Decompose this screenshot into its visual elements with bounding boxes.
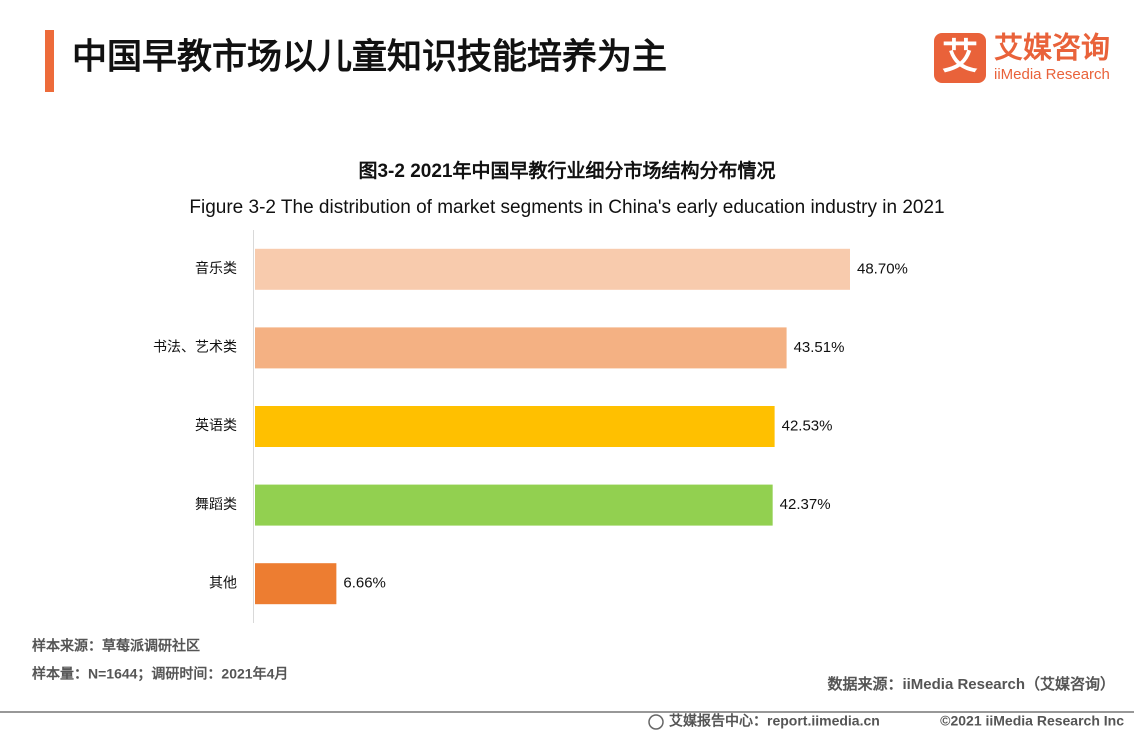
logo-name: 艾媒咨询 [994,32,1110,65]
value-label: 6.66% [343,575,386,592]
sample-source: 样本来源：草莓派调研社区 [32,638,200,654]
chart-subtitle: Figure 3-2 The distribution of market se… [189,197,944,218]
page-title: 中国早教市场以儿童知识技能培养为主 [72,37,667,76]
title-accent [45,30,54,92]
category-label: 舞蹈类 [195,496,237,512]
data-source: 数据来源：iiMedia Research（艾媒咨询） [827,675,1115,693]
logo-mark: 艾 [942,36,978,77]
value-label: 48.70% [857,260,908,277]
footer-site: 艾媒报告中心：report.iimedia.cn [669,713,880,729]
value-label: 43.51% [794,339,845,356]
logo-square [934,33,986,83]
chart-title: 图3-2 2021年中国早教行业细分市场结构分布情况 [358,159,775,182]
footer-copyright: ©2021 iiMedia Research Inc [940,713,1124,729]
plot: 音乐类 48.70% 书法、艺术类 43.51% 英语类 42.53% 舞蹈类 42.37% 其… [153,248,908,605]
value-label: 42.37% [780,496,831,513]
globe-icon [648,714,664,730]
bar [255,484,773,526]
bar [255,563,337,605]
category-label: 英语类 [195,417,237,433]
bar [255,406,775,447]
value-label: 42.53% [782,417,833,434]
category-label: 音乐类 [195,260,237,276]
category-label: 书法、艺术类 [153,339,237,355]
category-label: 其他 [209,574,237,590]
bar [255,327,787,369]
bar [255,248,850,290]
logo-english: iiMedia Research [994,66,1110,83]
sample-size: 样本量：N=1644；调研时间：2021年4月 [32,666,288,683]
